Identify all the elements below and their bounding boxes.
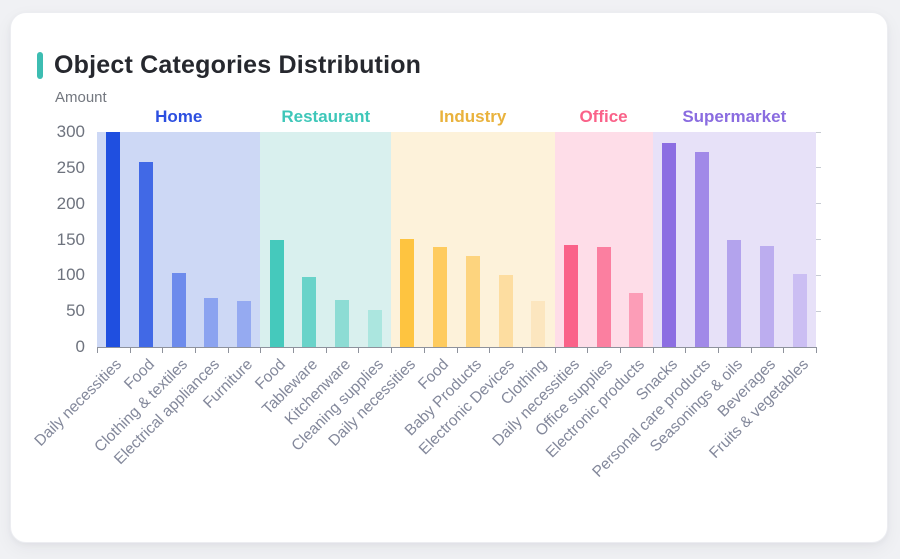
bar-industry-baby-products[interactable] xyxy=(465,255,480,347)
title-accent-bar xyxy=(37,51,43,79)
bar-chart-plot-area: Home Daily necessities Food Clothing & text… xyxy=(32,107,821,481)
x-axis-tick xyxy=(783,347,785,353)
bar-home-daily-necessities[interactable] xyxy=(106,132,121,347)
x-axis-tick xyxy=(521,347,523,353)
x-axis-tick xyxy=(652,347,654,353)
bar-industry-electronic-devices[interactable] xyxy=(498,275,513,347)
y-axis-right-tick xyxy=(816,310,821,312)
bar-office-office-supplies[interactable] xyxy=(596,247,611,347)
bar-supermarket-snacks[interactable] xyxy=(661,142,676,347)
bar-restaurant-food[interactable] xyxy=(269,240,284,347)
bar-home-furniture[interactable] xyxy=(237,301,252,347)
y-tick-label-50: 50 xyxy=(66,301,85,321)
title-row: Object Categories Distribution xyxy=(37,49,421,81)
bar-office-electronic-products[interactable] xyxy=(629,293,644,347)
group-label-industry: Industry xyxy=(439,107,507,126)
bar-home-food[interactable] xyxy=(139,162,154,347)
y-axis-right-tick xyxy=(816,167,821,169)
bar-restaurant-cleaning-supplies[interactable] xyxy=(367,310,382,347)
x-axis-tick xyxy=(358,347,360,353)
y-tick-label-250: 250 xyxy=(56,157,85,177)
bar-home-clothing-textiles[interactable] xyxy=(171,273,186,347)
x-axis-tick xyxy=(554,347,556,353)
x-axis-tick xyxy=(195,347,197,353)
y-axis-right-tick xyxy=(816,203,821,205)
y-axis-title: Amount xyxy=(55,89,107,106)
y-axis-right-tick xyxy=(816,239,821,240)
x-axis-tick xyxy=(129,347,131,353)
bar-industry-food[interactable] xyxy=(433,247,448,347)
group-label-restaurant: Restaurant xyxy=(281,107,371,126)
y-tick-label-200: 200 xyxy=(56,193,85,213)
bar-home-electrical-appliances[interactable] xyxy=(204,297,219,347)
y-tick-label-0: 0 xyxy=(75,337,85,356)
bar-industry-clothing[interactable] xyxy=(531,301,546,347)
x-axis-tick xyxy=(293,347,295,353)
y-tick-label-100: 100 xyxy=(56,265,85,285)
group-label-home: Home xyxy=(155,107,203,126)
y-tick-label-150: 150 xyxy=(56,229,85,249)
x-axis-tick xyxy=(456,347,458,353)
bar-supermarket-personal-care-products[interactable] xyxy=(694,152,709,347)
x-axis-tick xyxy=(685,347,687,353)
bar-office-daily-necessities[interactable] xyxy=(563,245,578,347)
y-axis-right-tick xyxy=(816,274,821,276)
bar-supermarket-seasonings-oils[interactable] xyxy=(727,240,742,347)
bar-industry-daily-necessities[interactable] xyxy=(400,238,415,347)
x-axis-tick xyxy=(97,347,98,353)
bar-supermarket-fruits-vegetables[interactable] xyxy=(792,273,807,347)
x-axis-tick xyxy=(227,347,229,353)
x-axis-tick xyxy=(260,347,262,353)
x-axis-tick xyxy=(162,347,164,353)
x-axis-tick xyxy=(587,347,589,353)
x-axis-tick xyxy=(619,347,621,353)
x-axis-tick xyxy=(489,347,491,353)
x-axis-tick xyxy=(325,347,327,353)
group-label-office: Office xyxy=(579,107,628,126)
y-axis-right-tick xyxy=(816,131,821,133)
y-tick-label-300: 300 xyxy=(56,122,85,141)
x-axis-tick xyxy=(717,347,719,353)
bar-supermarket-beverages[interactable] xyxy=(759,245,774,347)
x-axis-tick xyxy=(391,347,393,353)
bar-restaurant-tableware[interactable] xyxy=(302,276,317,347)
group-label-supermarket: Supermarket xyxy=(682,107,787,126)
x-axis-tick xyxy=(816,347,817,353)
chart-card: Object Categories Distribution Amount Ho… xyxy=(10,12,888,543)
x-axis-tick xyxy=(423,347,425,353)
bar-restaurant-kitchenware[interactable] xyxy=(335,299,350,347)
x-axis-tick xyxy=(750,347,752,353)
chart-title: Object Categories Distribution xyxy=(54,50,422,79)
